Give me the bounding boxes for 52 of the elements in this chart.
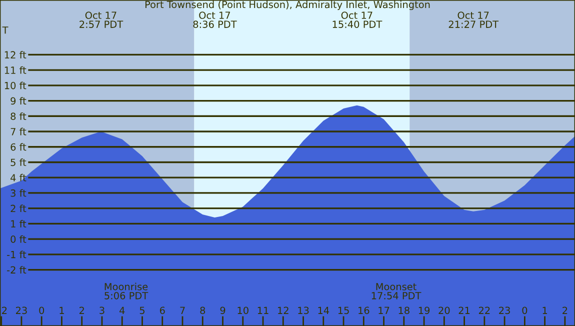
x-tick-label: 0 (522, 306, 528, 314)
x-tick-label: 2 (2, 306, 7, 314)
x-tick-label: 17 (378, 306, 390, 314)
x-tick-label: 13 (298, 306, 309, 314)
y-tick-label: 2 ft (10, 204, 26, 212)
y-tick-label: -1 ft (7, 250, 26, 258)
x-tick-label: 3 (100, 306, 104, 314)
x-tick-label: 6 (160, 306, 165, 314)
x-tick-label: 16 (358, 306, 370, 314)
x-tick-label: 15 (338, 306, 349, 314)
y-tick-label: 11 ft (4, 66, 26, 74)
x-tick-label: 7 (180, 306, 185, 314)
y-tick-label: 4 ft (10, 174, 26, 182)
y-tick-label: 8 ft (10, 112, 26, 120)
y-tick-label: -2 ft (7, 266, 26, 274)
x-tick-label: 22 (478, 306, 490, 314)
annotation: Oct 17 21:27 PDT (448, 12, 499, 28)
x-tick-label: 23 (499, 306, 510, 314)
x-tick-label: 12 (278, 306, 288, 314)
x-tick-label: 8 (200, 306, 206, 314)
x-tick-label: 9 (220, 306, 226, 314)
x-tick-label: 4 (119, 306, 125, 314)
y-tick-label: 5 ft (10, 158, 26, 166)
x-tick-label: 10 (238, 306, 248, 314)
annotation: Oct 17 8:36 PDT (193, 12, 237, 28)
annotation: Moonrise 5:06 PDT (104, 282, 148, 300)
x-tick-label: 19 (418, 306, 430, 314)
y-tick-label: 10 ft (4, 82, 26, 90)
annotation: Oct 17 2:57 PDT (80, 12, 124, 28)
y-tick-label: 1 ft (11, 220, 26, 228)
y-tick-label: 9 ft (10, 97, 26, 105)
x-tick-label: 1 (542, 306, 548, 314)
x-tick-label: 2 (79, 306, 84, 314)
x-tick-label: 0 (39, 306, 44, 314)
annotation: Oct 17 15:40 PDT (332, 12, 382, 28)
annotation: Moonset 17:54 PDT (372, 283, 422, 300)
annotation: T (2, 26, 8, 34)
y-tick-label: 0 ft (10, 235, 26, 243)
y-tick-label: 6 ft (10, 143, 26, 151)
y-tick-label: 3 ft (10, 189, 26, 197)
x-tick-label: 11 (258, 306, 268, 314)
x-tick-label: 1 (60, 306, 64, 314)
x-tick-label: 5 (140, 306, 144, 314)
x-tick-label: 23 (16, 306, 27, 314)
x-tick-label: 18 (398, 306, 410, 314)
x-tick-label: 21 (458, 306, 470, 314)
chart-title: Port Townsend (Point Hudson), Admiralty Inlet, Washington (145, 0, 430, 10)
y-tick-label: 7 ft (10, 128, 26, 136)
x-tick-label: 14 (318, 306, 330, 314)
y-tick-label: 12 ft (4, 51, 26, 58)
x-tick-label: 2 (562, 306, 568, 314)
x-tick-label: 20 (438, 306, 450, 314)
